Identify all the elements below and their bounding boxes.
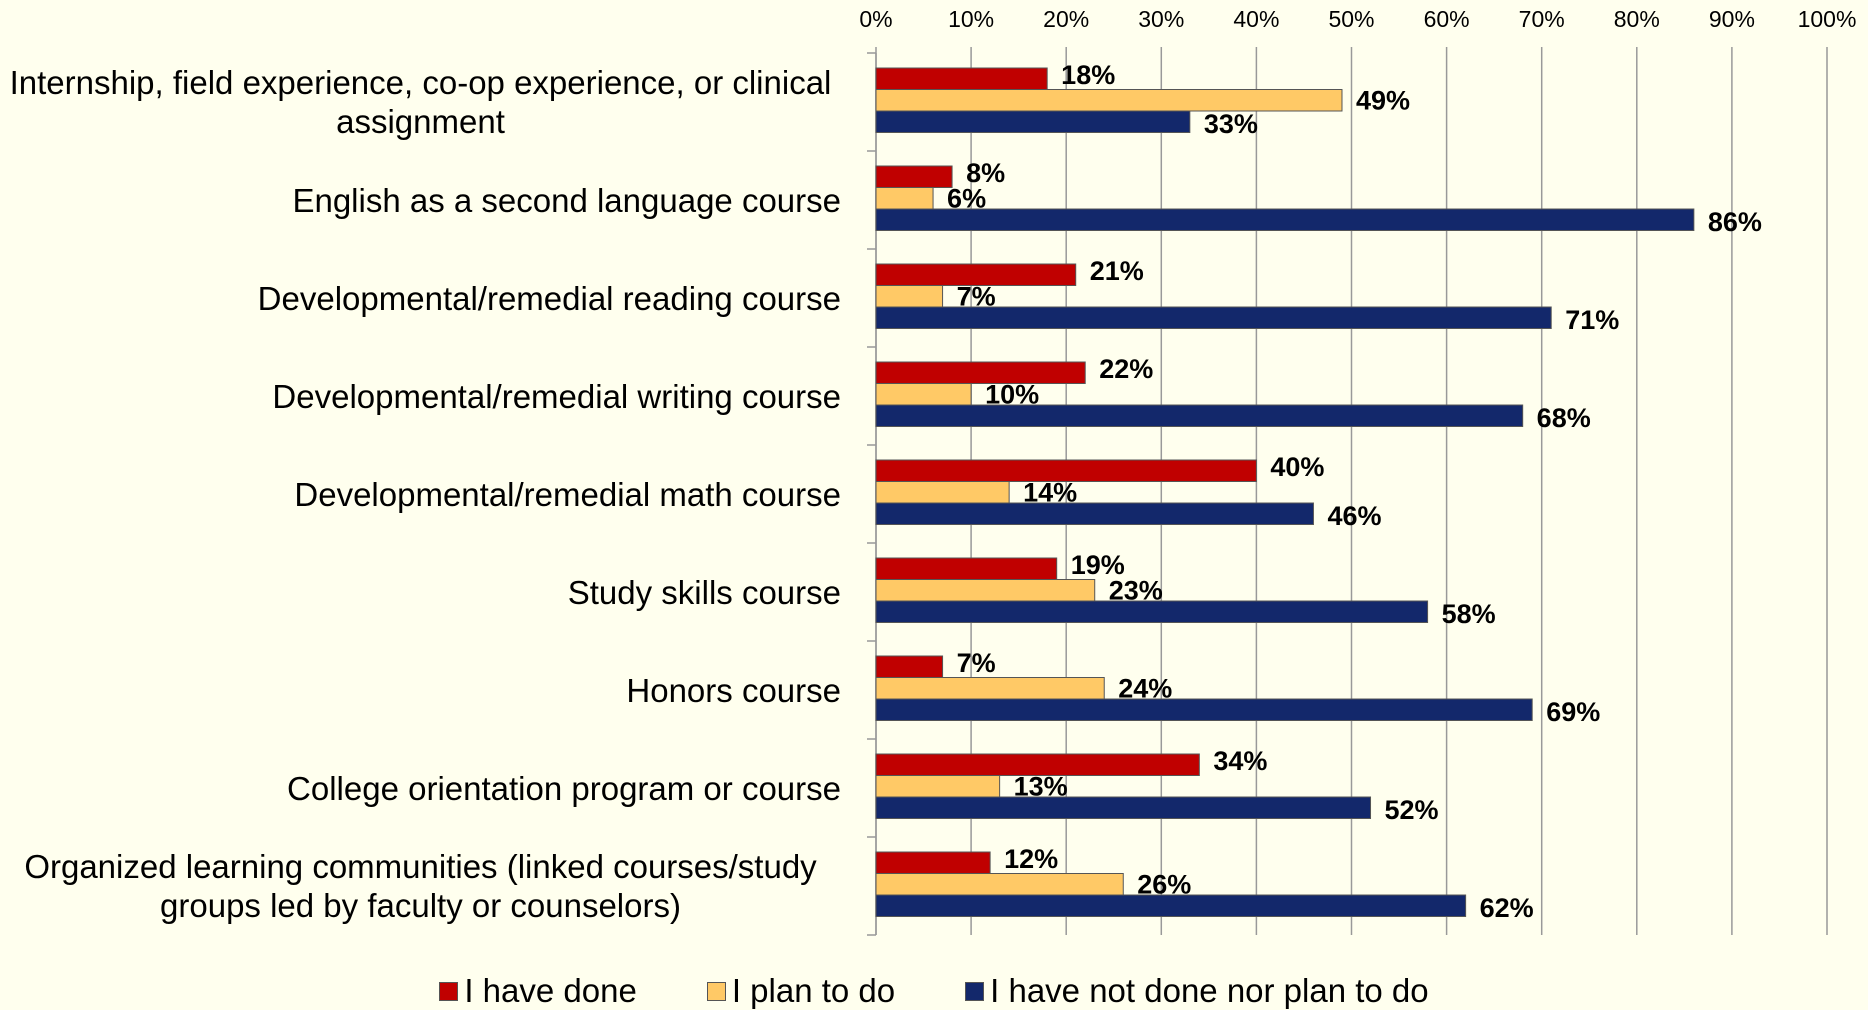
- data-label: 34%: [1213, 746, 1267, 776]
- bar: [875, 600, 1429, 623]
- bar: [875, 67, 1048, 90]
- category-label: Developmental/remedial reading course: [0, 279, 841, 318]
- category-label: Internship, field experience, co-op expe…: [0, 63, 841, 141]
- data-label: 7%: [957, 281, 996, 311]
- data-label: 58%: [1442, 599, 1496, 629]
- data-label: 10%: [985, 379, 1039, 409]
- bar: [875, 481, 1010, 504]
- x-tick-label: 10%: [948, 6, 994, 32]
- x-tick-label: 30%: [1138, 6, 1184, 32]
- bar: [875, 459, 1257, 482]
- legend-item: I have not done nor plan to do: [965, 972, 1429, 1010]
- x-tick-label: 90%: [1709, 6, 1755, 32]
- data-label: 52%: [1385, 795, 1439, 825]
- category-text: Developmental/remedial math course: [294, 475, 841, 513]
- data-label: 13%: [1014, 771, 1068, 801]
- data-label: 62%: [1480, 893, 1534, 923]
- category-label: Honors course: [0, 671, 841, 710]
- category-text: Developmental/remedial reading course: [257, 279, 841, 317]
- bar: [875, 655, 944, 678]
- bar: [875, 165, 953, 188]
- bar: [875, 383, 972, 406]
- x-tick-label: 0%: [859, 6, 892, 32]
- data-label: 21%: [1090, 256, 1144, 286]
- bar: [875, 187, 934, 210]
- legend-swatch: [439, 981, 459, 1001]
- category-label: Organized learning communities (linked c…: [0, 847, 841, 925]
- x-tick-label: 50%: [1328, 6, 1374, 32]
- category-text: Study skills course: [567, 573, 841, 611]
- category-text: Developmental/remedial writing course: [272, 377, 841, 415]
- data-label: 49%: [1356, 85, 1410, 115]
- data-label: 23%: [1109, 575, 1163, 605]
- x-tick-label: 100%: [1798, 6, 1857, 32]
- data-label: 8%: [966, 158, 1005, 188]
- bar: [875, 263, 1077, 286]
- bar: [875, 796, 1372, 819]
- data-label: 71%: [1565, 305, 1619, 335]
- bar: [875, 110, 1191, 133]
- bar: [875, 698, 1533, 721]
- data-label: 19%: [1071, 550, 1125, 580]
- bar: [875, 557, 1058, 580]
- data-label: 68%: [1537, 403, 1591, 433]
- bar: [875, 89, 1343, 112]
- legend-label: I have done: [464, 972, 637, 1009]
- bar: [875, 775, 1001, 798]
- data-label: 86%: [1708, 207, 1762, 237]
- bar: [875, 208, 1695, 231]
- data-label: 18%: [1061, 60, 1115, 90]
- category-label: Developmental/remedial math course: [0, 475, 841, 514]
- legend-item: I plan to do: [706, 972, 896, 1010]
- bar: [875, 851, 991, 874]
- legend-label: I plan to do: [731, 972, 896, 1009]
- data-label: 24%: [1118, 673, 1172, 703]
- bar: [875, 404, 1524, 427]
- data-label: 46%: [1327, 501, 1381, 531]
- x-tick-label: 70%: [1519, 6, 1565, 32]
- data-label: 14%: [1023, 477, 1077, 507]
- category-text: English as a second language course: [292, 181, 841, 219]
- bar: [875, 753, 1200, 776]
- category-label: Developmental/remedial writing course: [0, 377, 841, 416]
- bar: [875, 306, 1552, 329]
- x-tick-label: 80%: [1614, 6, 1660, 32]
- category-label: Study skills course: [0, 573, 841, 612]
- bar: [875, 361, 1086, 384]
- category-text: Honors course: [626, 671, 841, 709]
- category-text: College orientation program or course: [287, 769, 841, 807]
- data-label: 33%: [1204, 109, 1258, 139]
- legend: I have done I plan to do I have not done n…: [0, 972, 1868, 1010]
- bar: [875, 873, 1124, 896]
- bar: [875, 677, 1105, 700]
- legend-label: I have not done nor plan to do: [990, 972, 1429, 1009]
- data-label: 40%: [1270, 452, 1324, 482]
- data-label: 26%: [1137, 869, 1191, 899]
- bar: [875, 502, 1314, 525]
- category-label: English as a second language course: [0, 181, 841, 220]
- data-label: 12%: [1004, 844, 1058, 874]
- bar: [875, 579, 1096, 602]
- legend-swatch: [965, 981, 985, 1001]
- data-label: 69%: [1546, 697, 1600, 727]
- x-tick-label: 60%: [1424, 6, 1470, 32]
- category-label: College orientation program or course: [0, 769, 841, 808]
- data-label: 22%: [1099, 354, 1153, 384]
- bar: [875, 894, 1467, 917]
- legend-item: I have done: [439, 972, 637, 1010]
- category-text: Organized learning communities (linked c…: [24, 848, 817, 924]
- x-tick-label: 20%: [1043, 6, 1089, 32]
- data-label: 7%: [957, 648, 996, 678]
- data-label: 6%: [947, 183, 986, 213]
- x-tick-label: 40%: [1233, 6, 1279, 32]
- legend-swatch: [706, 981, 726, 1001]
- category-text: Internship, field experience, co-op expe…: [9, 64, 832, 140]
- bar: [875, 285, 944, 308]
